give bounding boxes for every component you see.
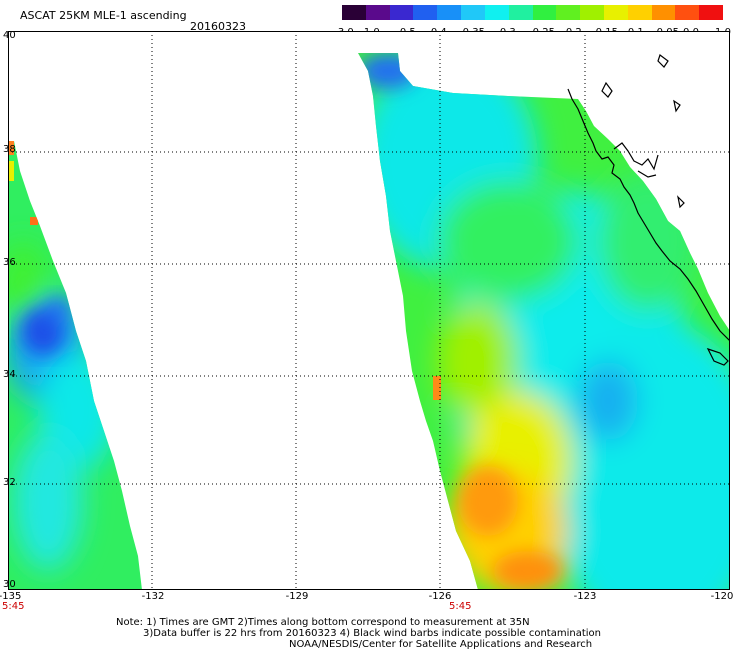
x-tick-label: -132 [141, 591, 165, 602]
colorbar-segment [580, 5, 604, 20]
colorbar-segment [342, 5, 366, 20]
y-tick-label: 36 [3, 257, 16, 268]
colorbar [342, 5, 723, 20]
colorbar-segment [556, 5, 581, 20]
colorbar-segment [484, 5, 509, 20]
y-tick-label: 30 [3, 579, 16, 590]
map-plot-area [8, 31, 730, 590]
coastline [567, 54, 730, 366]
note-line-2: 3)Data buffer is 22 hrs from 20160323 4)… [143, 628, 601, 639]
colorbar-segment [603, 5, 628, 20]
y-tick-label: 40 [3, 30, 16, 41]
y-tick-label: 38 [3, 144, 16, 155]
y-tick-label: 34 [3, 369, 16, 380]
swath-time-east: 5:45 [449, 601, 472, 612]
colorbar-segment [627, 5, 652, 20]
map-date: 20160323 [190, 20, 246, 33]
x-tick-label: -123 [573, 591, 597, 602]
colorbar-segment [675, 5, 700, 20]
graticule [8, 31, 730, 590]
colorbar-segment [651, 5, 676, 20]
swath-time-west: 5:45 [2, 601, 25, 612]
note-line-3: NOAA/NESDIS/Center for Satellite Applica… [289, 639, 593, 650]
colorbar-segment [532, 5, 557, 20]
colorbar-segment [437, 5, 462, 20]
colorbar-segment [413, 5, 438, 20]
colorbar-segment [389, 5, 414, 20]
colorbar-segment [508, 5, 533, 20]
map-frame [8, 31, 730, 590]
colorbar-segment [461, 5, 485, 20]
map-title: ASCAT 25KM MLE-1 ascending [20, 9, 187, 22]
x-tick-label: -129 [285, 591, 309, 602]
x-tick-label: -126 [428, 591, 452, 602]
east-swath [358, 53, 730, 590]
x-tick-label: -135 [0, 591, 22, 602]
note-line-1: Note: 1) Times are GMT 2)Times along bot… [116, 617, 530, 628]
colorbar-segment [699, 5, 723, 20]
colorbar-segment [365, 5, 390, 20]
x-tick-label: -120 [710, 591, 734, 602]
y-tick-label: 32 [3, 477, 16, 488]
